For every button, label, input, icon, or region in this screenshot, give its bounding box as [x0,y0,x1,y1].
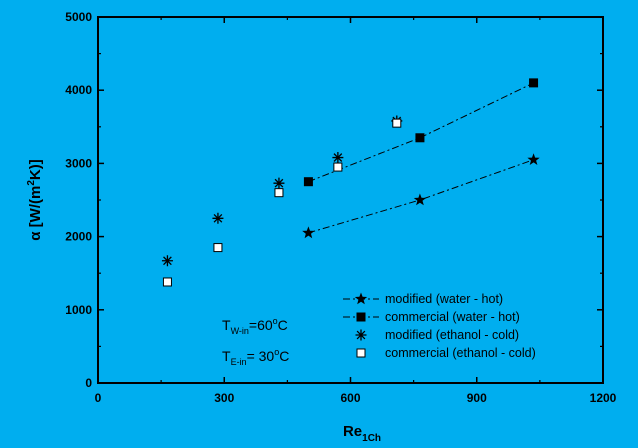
annotation-ethanol-unit: C [279,348,289,364]
x-tick-label: 300 [214,391,234,405]
legend-label: modified (ethanol - cold) [385,328,519,342]
plot-area [97,16,604,384]
x-axis-title: Re1Ch [343,423,381,444]
axis-ticks: 0 300 600 900 1200 0 1000 2000 3000 4000 5000 [65,10,616,405]
y-tick-label: 2000 [65,230,92,244]
data-point-asterisk [332,152,344,164]
annotation-water-value: =60 [249,317,273,333]
data-point-asterisk [212,212,224,224]
annotation-water-sub: W-in [231,326,249,336]
annotation-ethanol-sup: o [274,347,279,357]
x-tick-label: 900 [467,391,487,405]
legend-label: commercial (ethanol - cold) [385,346,536,360]
data-point-filled-square [415,133,425,143]
data-point-asterisk [273,177,285,189]
annotation-ethanol-main: T [222,348,231,364]
legend-label: modified (water - hot) [385,292,503,306]
legend-marker-asterisk [355,329,367,341]
data-point-filled-square [303,177,313,187]
annotation-water-sup: o [273,316,278,326]
y-tick-label: 0 [85,376,92,390]
annotation-water-main: T [222,317,231,333]
x-tick-label: 600 [340,391,360,405]
y-tick-label: 1000 [65,303,92,317]
y-axis-title: α [W/(m2K)] [26,159,44,240]
annotation-water-inlet-temp: TW-in=60oC [222,316,288,336]
y-tick-label: 5000 [65,10,92,24]
data-point-filled-square [529,78,539,88]
y-tick-label: 3000 [65,156,92,170]
y-tick-label: 4000 [65,83,92,97]
data-point-open-square [392,118,402,128]
data-point-open-square [333,162,343,172]
data-point-star [413,193,427,206]
legend: modified (water - hot) commercial (water … [343,292,536,360]
y-axis-title-main: α [W/(m [27,186,44,241]
annotation-water-unit: C [278,317,288,333]
data-point-open-square [274,188,284,198]
legend-label: commercial (water - hot) [385,310,520,324]
annotation-ethanol-sub: E-in [231,357,247,367]
data-point-open-square [162,277,172,287]
y-axis-title-sup: 2 [26,180,37,186]
data-points [161,78,540,287]
y-axis-title-rest: K)] [27,159,44,180]
legend-marker-filled-square [356,312,366,322]
x-axis-title-main: Re [343,423,362,440]
x-tick-label: 0 [95,391,102,405]
data-point-star [302,226,315,239]
legend-marker-open-square [356,348,366,358]
data-point-open-square [213,243,223,253]
annotation-ethanol-value: = 30 [247,348,275,364]
x-axis-title-sub: 1Ch [362,433,381,444]
legend-marker-star [354,292,368,305]
x-tick-label: 1200 [590,391,617,405]
data-point-asterisk [161,255,173,267]
data-point-star [527,153,540,165]
annotation-ethanol-inlet-temp: TE-in= 30oC [222,347,289,367]
